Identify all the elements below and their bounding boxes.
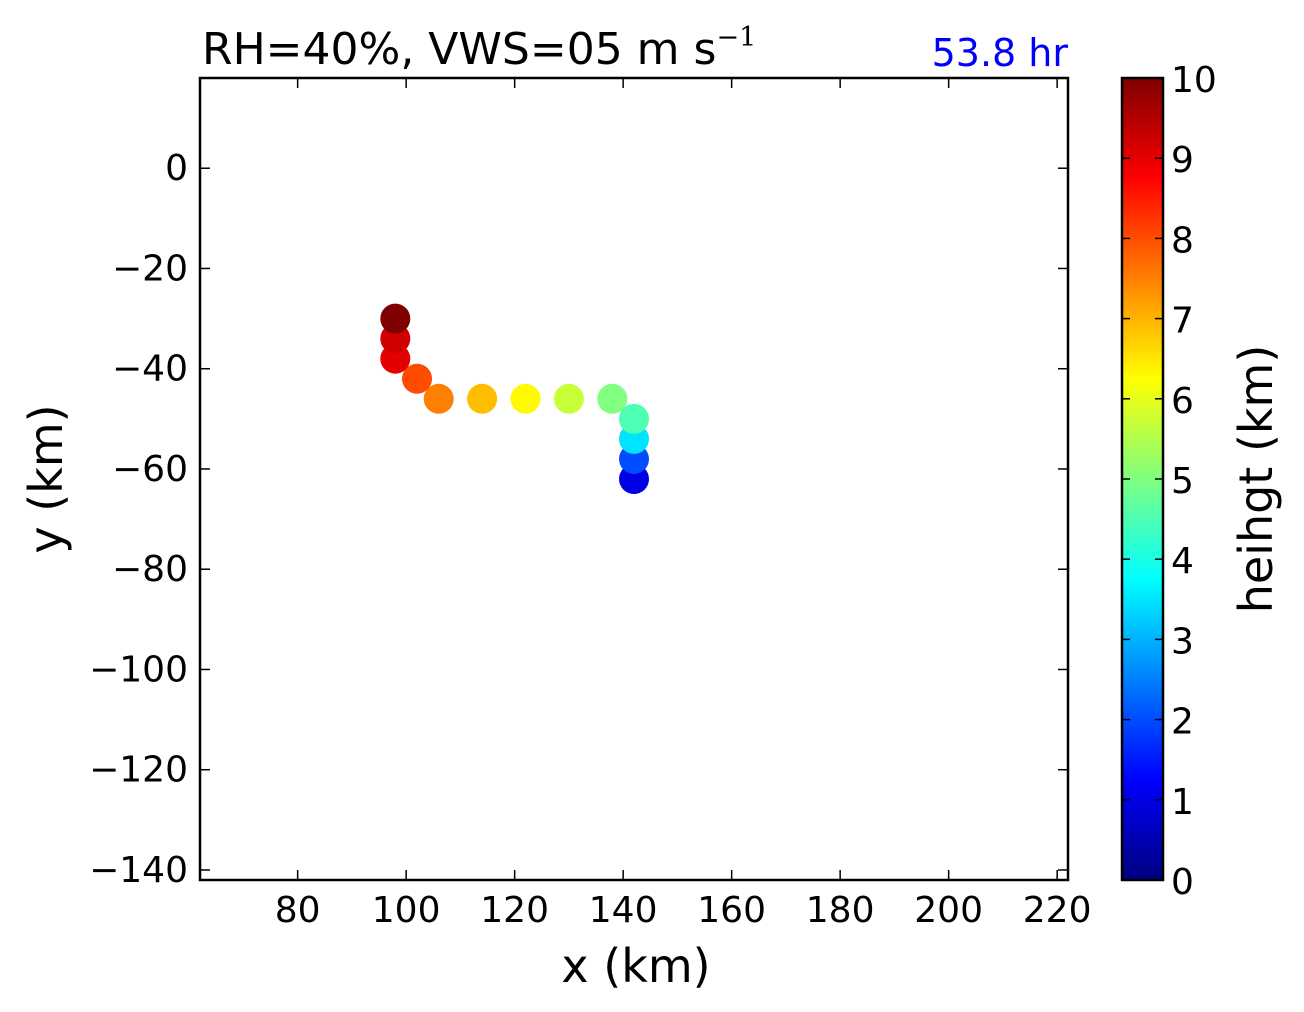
x-ticks: 80 100 120 140 160 180 200 220 (275, 78, 1092, 931)
points-layer (380, 303, 649, 494)
x-tick-label: 120 (480, 890, 549, 931)
y-tick-label: −80 (112, 549, 188, 590)
x-axis-label: x (km) (561, 939, 710, 993)
colorbar-tick-label: 9 (1171, 140, 1194, 181)
colorbar-tick-label: 3 (1171, 621, 1194, 662)
chart-title-superscript: −1 (716, 22, 756, 53)
chart-title: RH=40%, VWS=05 m s−1 (202, 22, 756, 75)
data-point-8 (467, 383, 498, 414)
colorbar-tick-label: 4 (1171, 541, 1194, 582)
y-axis-label: y (km) (19, 404, 73, 553)
x-tick-label: 140 (589, 890, 658, 931)
colorbar-tick-label: 0 (1171, 862, 1194, 903)
y-tick-label: −100 (89, 649, 188, 690)
x-tick-label: 200 (914, 890, 983, 931)
colorbar-tick-label: 10 (1171, 60, 1217, 101)
x-tick-label: 220 (1023, 890, 1092, 931)
y-tick-label: −140 (89, 850, 188, 891)
colorbar-tick-label: 8 (1171, 220, 1194, 261)
plot-frame (198, 76, 1070, 882)
y-tick-label: 0 (165, 148, 188, 189)
y-tick-label: −120 (89, 750, 188, 791)
colorbar-tick-label: 1 (1171, 782, 1194, 823)
y-tick-label: −20 (112, 248, 188, 289)
time-label: 53.8 hr (932, 31, 1069, 75)
data-point-9 (423, 383, 454, 414)
colorbar-tick-label: 6 (1171, 381, 1194, 422)
y-tick-label: −40 (112, 349, 188, 390)
x-tick-label: 180 (806, 890, 875, 931)
data-point-10 (402, 363, 432, 394)
chart-title-text: RH=40%, VWS=05 m s (202, 24, 716, 75)
colorbar-ticks: 0 1 2 3 4 5 6 7 8 9 10 (1122, 60, 1217, 903)
data-point-13 (380, 303, 411, 334)
colorbar-label: heihgt (km) (1229, 345, 1283, 614)
y-tick-label: −60 (112, 449, 188, 490)
colorbar-tick-label: 5 (1171, 461, 1194, 502)
data-point-6 (553, 383, 584, 414)
x-tick-label: 100 (372, 890, 441, 931)
x-tick-label: 80 (275, 890, 321, 931)
colorbar-tick-label: 2 (1171, 702, 1194, 743)
colorbar-tick-label: 7 (1171, 301, 1194, 342)
data-point-5 (597, 383, 628, 414)
x-tick-label: 160 (697, 890, 766, 931)
y-ticks: 0 −20 −40 −60 −80 −100 −120 −140 (89, 148, 1068, 891)
data-point-4 (619, 403, 649, 434)
data-point-7 (510, 383, 541, 414)
